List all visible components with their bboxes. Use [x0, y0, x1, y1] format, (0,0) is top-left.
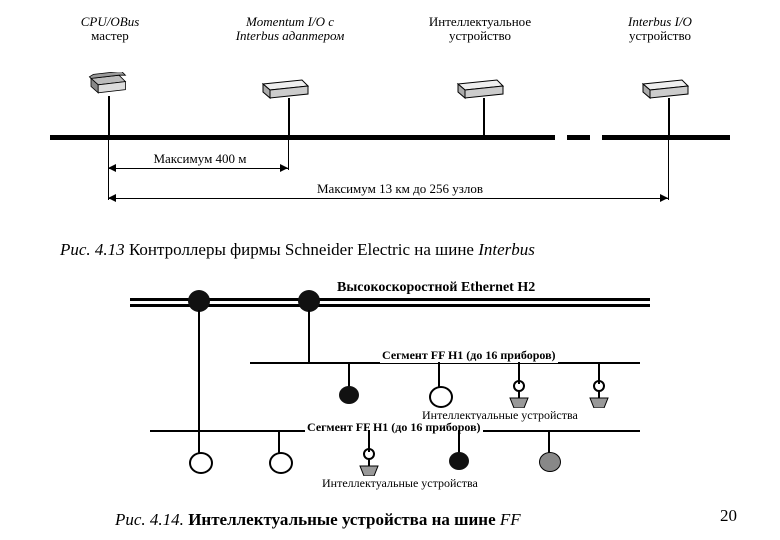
v-h2-1 [308, 310, 310, 364]
drop-3 [668, 98, 670, 136]
drop-1 [288, 98, 290, 136]
drop-2 [483, 98, 485, 136]
seg2-da [198, 430, 200, 454]
tick-r2 [668, 140, 669, 200]
seg2-intel-label: Интеллектуальные устройства [320, 476, 480, 491]
device-1 [260, 78, 310, 102]
v-h2-0 [198, 310, 200, 430]
seg1-label: Сегмент FF H1 (до 16 приборов) [380, 348, 558, 363]
interbus-bus [50, 135, 730, 140]
h2-node-1 [298, 290, 320, 312]
seg1-valve-0 [506, 380, 532, 408]
dim-13km-label: Максимум 13 км до 256 узлов [280, 182, 520, 196]
device-0 [82, 72, 132, 96]
bus-gap-2 [590, 135, 602, 140]
seg2-na [189, 452, 213, 474]
dev-label-1: Momentum I/O с Interbus адаптером [215, 15, 365, 44]
bus-gap-1 [555, 135, 567, 140]
seg2-n2 [449, 452, 469, 470]
seg2-d2 [458, 430, 460, 454]
seg1-n0 [339, 386, 359, 404]
dev-label-2: Интеллектуальное устройство [410, 15, 550, 44]
seg2-d0 [278, 430, 280, 454]
device-2 [455, 78, 505, 102]
dim-400-label: Максимум 400 м [130, 152, 270, 166]
h2-label: Высокоскоростной Ethernet H2 [335, 280, 537, 296]
seg2-d3 [548, 430, 550, 454]
h2-node-0 [188, 290, 210, 312]
page-canvas: { "fig1": { "devices": [ { "line1": "CPU… [0, 0, 780, 540]
seg1-d0 [348, 362, 350, 388]
seg2-n0 [269, 452, 293, 474]
caption-fig2: Рис. 4.14. Интеллектуальные устройства н… [115, 510, 521, 530]
seg2-label: Сегмент FF H1 (до 16 приборов) [305, 420, 483, 435]
device-3 [640, 78, 690, 102]
dev-label-0: CPU/OBus мастер [60, 15, 160, 44]
dim-400 [108, 168, 288, 169]
drop-0 [108, 96, 110, 136]
caption-fig1: Рис. 4.13 Контроллеры фирмы Schneider El… [60, 240, 535, 260]
seg1-n1 [429, 386, 453, 408]
seg2-valve-0 [356, 448, 382, 476]
seg1-d1 [438, 362, 440, 388]
tick-r1 [288, 140, 289, 170]
seg2-n3 [539, 452, 561, 472]
dim-13km [108, 198, 668, 199]
seg1-valve-1 [586, 380, 612, 408]
dev-label-3: Interbus I/O устройство [600, 15, 720, 44]
page-number: 20 [720, 506, 737, 526]
